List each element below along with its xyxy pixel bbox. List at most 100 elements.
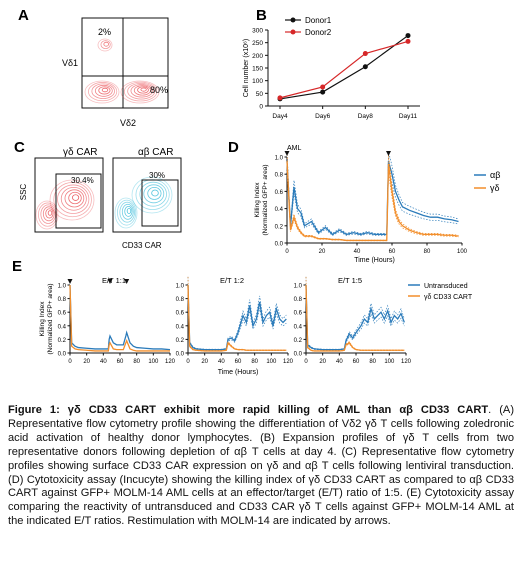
e1-x-tick-label: 60 — [117, 359, 124, 365]
e2-series-band — [187, 293, 287, 351]
e2-series-band — [187, 276, 287, 352]
e1-x-tick-label: 120 — [165, 359, 176, 365]
b-y-tick-label: 200 — [252, 53, 263, 60]
e2-x-tick-label: 0 — [186, 359, 190, 365]
d-series-band — [286, 151, 459, 241]
e3-y-tick-label: 0.0 — [294, 352, 303, 358]
figure-canvas: A 2% 80% Vδ1 Vδ2 B 050100150200250300Day… — [12, 7, 500, 376]
d-legend-label: αβ — [490, 170, 500, 180]
panel-b-growth-chart: 0 50 100 150 200 250 300 Day4 Day6 Day8 Day11 Cell … — [243, 16, 420, 120]
blobA-contour — [98, 86, 111, 95]
b-y-tick-label: 150 — [252, 66, 263, 73]
e1-restim-arrow — [124, 279, 130, 284]
e2-x-tick-label: 100 — [266, 359, 277, 365]
flow-a-xlabel: Vδ2 — [120, 118, 136, 128]
panel-a-label: A — [18, 7, 29, 24]
e3-y-tick-label: 1.0 — [294, 284, 303, 290]
e3-y-tick-label: 0.6 — [294, 311, 303, 317]
blobC1-contour — [68, 191, 82, 205]
d-y-tick-label: 0.2 — [275, 224, 284, 230]
d-y-tick-label: 0.8 — [275, 173, 284, 179]
flow-a-q-lower-right: 80% — [150, 85, 168, 95]
d-x-tick-label: 80 — [424, 249, 431, 255]
blobA-contour — [97, 38, 113, 52]
e2-y-tick-label: 1.0 — [176, 284, 185, 290]
b-legend-label: Donor1 — [305, 16, 332, 25]
d-x-axis-label: Time (Hours) — [354, 257, 395, 264]
d-x-tick-label: 0 — [285, 249, 289, 255]
e2-y-tick-label: 0.6 — [176, 311, 185, 317]
b-data-point — [362, 64, 368, 70]
blobC2-contour — [143, 184, 165, 204]
b-x-tick-label: Day4 — [272, 113, 288, 120]
flow-c1-gate-value: 30.4% — [71, 176, 94, 185]
b-x-tick-label: Day6 — [315, 113, 331, 120]
blobC2-contour — [117, 199, 137, 226]
b-y-tick-label: 250 — [252, 40, 263, 47]
e2-x-tick-label: 40 — [218, 359, 225, 365]
e1-series-line — [69, 284, 170, 352]
blobA-contour — [94, 84, 113, 97]
e3-y-tick-label: 0.2 — [294, 338, 303, 344]
d-restim-arrow — [386, 151, 391, 156]
blobC1-contour — [53, 182, 92, 218]
e-panel-title: E/T 1:1 — [102, 276, 126, 285]
d-x-tick-label: 40 — [354, 249, 361, 255]
e1-x-tick-label: 20 — [83, 359, 90, 365]
blobC1-contour — [57, 184, 90, 214]
blobC1-contour — [64, 189, 85, 208]
b-y-tick-label: 300 — [252, 28, 263, 35]
e3-series-line — [305, 284, 405, 351]
b-x-tick-label: Day8 — [358, 113, 374, 120]
blobC1-contour — [35, 200, 59, 230]
d-x-tick-label: 100 — [457, 249, 468, 255]
d-series-line — [286, 161, 459, 236]
blobA-contour — [88, 82, 118, 102]
d-y-axis-label-2: (Normalized GFP+ area) — [262, 165, 269, 236]
e3-series-band — [305, 276, 405, 350]
e1-y-tick-label: 0.4 — [58, 324, 67, 330]
e1-restim-arrow — [107, 279, 113, 284]
blobA-contour — [91, 83, 115, 99]
e1-restim-arrow — [67, 279, 73, 284]
d-restim-arrow — [284, 151, 290, 156]
blobC2-contour — [124, 205, 133, 217]
e1-y-tick-label: 0.8 — [58, 297, 67, 303]
e2-x-tick-label: 120 — [283, 359, 294, 365]
blobC1-contour — [38, 202, 58, 227]
blobC1-contour — [72, 194, 80, 201]
panel-e-label: E — [12, 258, 22, 275]
e1-y-tick-label: 1.0 — [58, 284, 67, 290]
e1-x-tick-label: 0 — [68, 359, 72, 365]
b-y-axis-label: Cell number (x10⁶) — [243, 39, 250, 98]
flow-a-q-upper-left: 2% — [98, 27, 111, 37]
e2-x-tick-label: 20 — [201, 359, 208, 365]
d-y-tick-label: 0.6 — [275, 190, 284, 196]
e1-x-tick-label: 80 — [133, 359, 140, 365]
d-y-tick-label: 1.0 — [275, 156, 284, 162]
flow-c2-frame — [112, 157, 182, 233]
e1-x-tick-label: 40 — [100, 359, 107, 365]
e3-series-band — [305, 293, 405, 351]
e2-y-tick-label: 0.2 — [176, 338, 185, 344]
blobC2-contour — [139, 181, 167, 207]
flow-a-density — [84, 38, 160, 104]
blobC2-contour — [126, 208, 132, 214]
panel-b-label: B — [256, 7, 267, 24]
e-panel-title: E/T 1:2 — [220, 276, 244, 285]
e3-y-tick-label: 0.8 — [294, 297, 303, 303]
blobC2-contour — [114, 197, 138, 229]
e-legend-label: Untransduced — [424, 283, 468, 290]
b-y-tick-label: 100 — [252, 78, 263, 85]
flow-c-title-2: αβ CAR — [138, 147, 173, 158]
flow-c-ylabel: SSC — [19, 184, 28, 201]
blobC1-contour — [45, 208, 54, 219]
e2-series-band — [187, 276, 287, 350]
blobC2-contour — [147, 186, 162, 200]
panel-d-killing-chart: 0.0 0.2 0.4 0.6 0.8 1.0 0 20 40 60 80 100 Killing In… — [254, 151, 500, 264]
b-series-line — [279, 40, 409, 99]
blobA-contour — [130, 84, 154, 98]
d-legend-label: γδ — [490, 183, 500, 193]
panel-c-label: C — [14, 139, 25, 156]
flow-c2-gate — [141, 179, 179, 227]
